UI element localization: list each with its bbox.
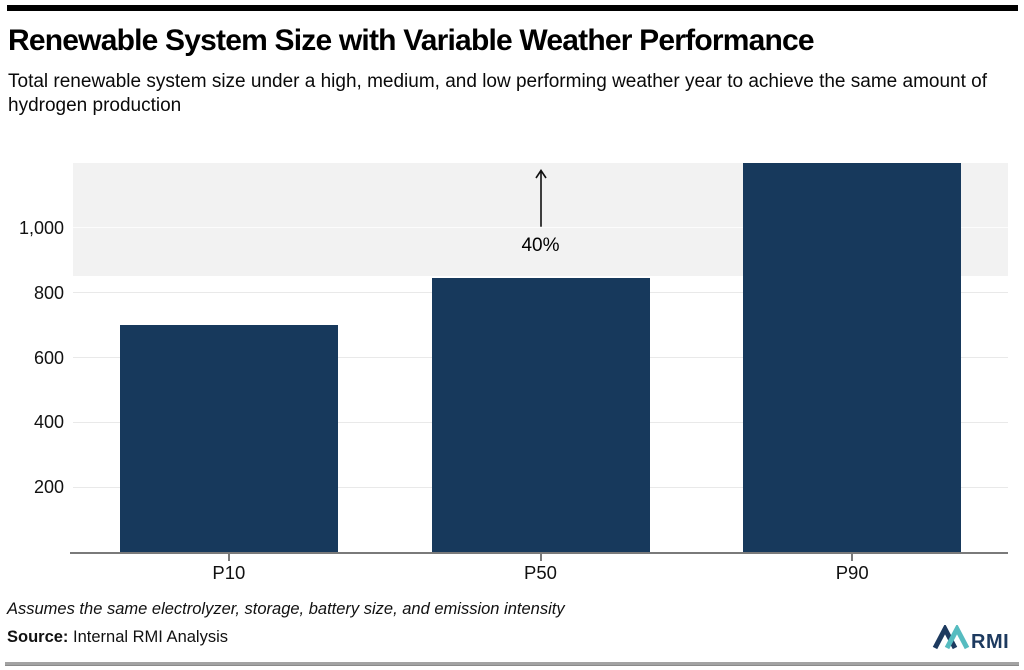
logo-mountain-teal [944, 625, 970, 650]
rmi-logo: RMI [932, 625, 1009, 651]
source-text: Internal RMI Analysis [68, 628, 228, 646]
x-tick-mark [851, 553, 854, 561]
logo-text: RMI [971, 631, 1009, 651]
y-tick-label: 400 [33, 412, 64, 433]
bar-annotation: 40% [521, 235, 560, 257]
chart-title: Renewable System Size with Variable Weat… [8, 24, 815, 57]
bar [743, 163, 962, 552]
x-tick-mark [227, 553, 230, 561]
chart-footnote: Assumes the same electrolyzer, storage, … [7, 600, 565, 618]
increase-arrow-icon [534, 169, 547, 228]
x-category-label: P90 [835, 562, 869, 583]
x-category-label: P50 [524, 562, 557, 583]
source-label: Source: [7, 628, 69, 646]
plot-area: 40% [73, 163, 1008, 552]
bar [119, 325, 338, 552]
bottom-divider [5, 662, 1019, 666]
y-tick-label: 800 [33, 282, 64, 303]
gridline [73, 227, 1008, 229]
y-tick-label: 1,000 [18, 217, 64, 238]
bar [431, 278, 650, 552]
x-tick-mark [539, 553, 542, 561]
x-axis-line [70, 552, 1008, 554]
x-category-label: P10 [212, 562, 246, 583]
y-tick-label: 600 [33, 347, 64, 368]
source-line: Source: Internal RMI Analysis [7, 628, 228, 647]
top-divider [7, 5, 1018, 11]
chart-subtitle: Total renewable system size under a high… [8, 71, 988, 116]
y-tick-label: 200 [33, 477, 64, 498]
